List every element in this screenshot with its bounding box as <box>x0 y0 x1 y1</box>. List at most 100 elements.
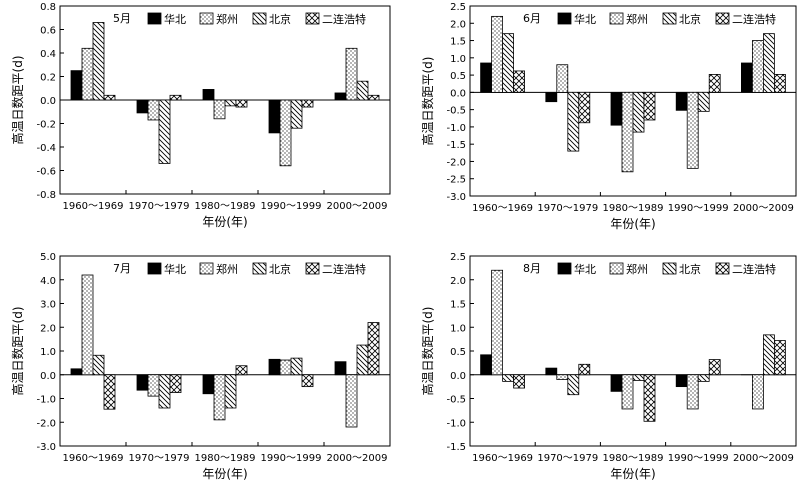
y-tick-label: -0.8 <box>36 190 56 201</box>
bar-3-1 <box>92 22 105 101</box>
y-tick-label: 4.0 <box>40 276 56 287</box>
x-axis-label: 年份(年) <box>610 217 655 231</box>
bar-3-5 <box>356 80 369 101</box>
x-tick-label: 1970～1979 <box>129 453 190 464</box>
x-tick-label: 1970～1979 <box>129 201 190 212</box>
legend-swatch-4 <box>305 262 320 275</box>
bar-3-5 <box>763 334 775 376</box>
y-tick-label: 0.6 <box>40 26 56 37</box>
bar-2-5 <box>345 47 358 101</box>
bar-3-4 <box>697 91 710 112</box>
x-tick-label: 1980～1989 <box>603 453 664 464</box>
bar-4-5 <box>367 322 380 376</box>
y-tick-label: -0.5 <box>446 106 466 117</box>
chart-panel-2: -3.0 -2.5 -2.0 -1.5 -1.0 -0.5 0.0 0.5 1.0 1.5 2.0 2… <box>420 2 797 231</box>
bar-4-1 <box>513 70 525 93</box>
legend-label-1: 华北 <box>574 12 596 26</box>
y-axis-label: 高温日数距平(d) <box>420 307 435 396</box>
bar-2-2 <box>556 374 569 380</box>
x-tick-label: 1980～1989 <box>195 453 256 464</box>
legend-label-4: 二连浩特 <box>732 12 776 26</box>
bar-3-3 <box>632 91 645 133</box>
y-tick-label: 1.0 <box>450 323 466 334</box>
y-tick-label: 5.0 <box>40 252 56 263</box>
bar-3-1 <box>92 354 105 376</box>
y-tick-label: -1.0 <box>36 395 56 406</box>
legend-swatch-2 <box>609 12 624 25</box>
y-tick-label: -0.4 <box>36 143 56 154</box>
x-axis-label: 年份(年) <box>202 215 247 229</box>
bar-2-1 <box>491 269 504 376</box>
y-tick-label: 1.5 <box>450 300 466 311</box>
y-tick-label: -3.0 <box>446 192 466 203</box>
bar-4-2 <box>169 374 182 393</box>
bar-1-2 <box>545 91 558 103</box>
bar-2-1 <box>81 274 94 376</box>
y-tick-label: 1.5 <box>450 37 466 48</box>
y-tick-label: -1.5 <box>446 442 466 453</box>
legend-label-4: 二连浩特 <box>732 262 776 276</box>
legend-label-2: 郑州 <box>216 12 238 26</box>
bar-1-4 <box>268 358 281 376</box>
legend-label-4: 二连浩特 <box>322 12 366 26</box>
x-tick-label: 1980～1989 <box>603 203 664 214</box>
chart-panel-1: -0.8 -0.6 -0.4 -0.2 0.0 0.2 0.4 0.6 0.8 1960～1969… <box>10 2 391 229</box>
y-tick-label: 2.0 <box>450 276 466 287</box>
legend-label-1: 华北 <box>164 12 186 26</box>
legend-swatch-3 <box>252 262 267 275</box>
bar-2-2 <box>147 374 160 397</box>
x-axis-label: 年份(年) <box>610 467 655 481</box>
bar-1-3 <box>610 91 623 126</box>
bar-4-3 <box>643 374 656 422</box>
bar-1-2 <box>136 374 149 391</box>
bar-2-4 <box>686 91 699 169</box>
legend-swatch-2 <box>609 262 624 275</box>
legend-label-3: 北京 <box>269 12 291 26</box>
bar-3-1 <box>502 374 515 382</box>
bar-4-1 <box>103 94 116 101</box>
y-tick-label: -2.0 <box>446 157 466 168</box>
legend-swatch-3 <box>252 12 267 25</box>
y-tick-label: 2.5 <box>450 2 466 13</box>
y-tick-label: 0.8 <box>40 2 56 13</box>
y-tick-label: -3.0 <box>36 442 56 453</box>
x-axis-label: 年份(年) <box>202 467 247 481</box>
bar-4-3 <box>235 99 248 108</box>
y-tick-label: 0.0 <box>450 88 466 99</box>
plot-frame <box>469 255 797 447</box>
bar-4-3 <box>643 91 656 121</box>
y-tick-label: -0.2 <box>36 120 56 131</box>
bar-4-3 <box>235 365 248 376</box>
bar-2-3 <box>213 99 226 120</box>
bar-4-4 <box>708 74 721 93</box>
x-tick-label: 1990～1999 <box>668 203 729 214</box>
bar-1-5 <box>334 92 347 101</box>
legend-swatch-4 <box>715 12 730 25</box>
bar-3-3 <box>224 374 237 409</box>
y-tick-label: -0.6 <box>36 167 56 178</box>
y-tick-label: 0.4 <box>40 49 56 60</box>
bar-3-4 <box>697 374 710 382</box>
bar-3-3 <box>632 374 645 381</box>
y-tick-label: 3.0 <box>40 300 56 311</box>
bar-4-4 <box>301 99 314 108</box>
bar-2-2 <box>147 99 160 121</box>
bar-4-5 <box>774 340 786 376</box>
panel-title: 6月 <box>523 12 541 25</box>
bar-3-5 <box>356 344 369 376</box>
bar-2-5 <box>752 40 764 93</box>
y-tick-label: 0.5 <box>450 347 466 358</box>
bar-2-5 <box>345 374 358 428</box>
y-tick-label: -2.5 <box>446 175 466 186</box>
legend-label-3: 北京 <box>679 12 701 26</box>
legend-swatch-1 <box>147 262 162 275</box>
bar-1-5 <box>741 62 753 93</box>
bar-3-1 <box>502 33 515 93</box>
y-tick-label: 2.0 <box>450 19 466 30</box>
bar-3-2 <box>567 91 580 152</box>
legend-swatch-3 <box>662 12 677 25</box>
bar-2-2 <box>556 64 569 93</box>
y-tick-label: 0.2 <box>40 73 56 84</box>
legend-swatch-1 <box>557 262 572 275</box>
x-tick-label: 2000～2009 <box>733 453 794 464</box>
